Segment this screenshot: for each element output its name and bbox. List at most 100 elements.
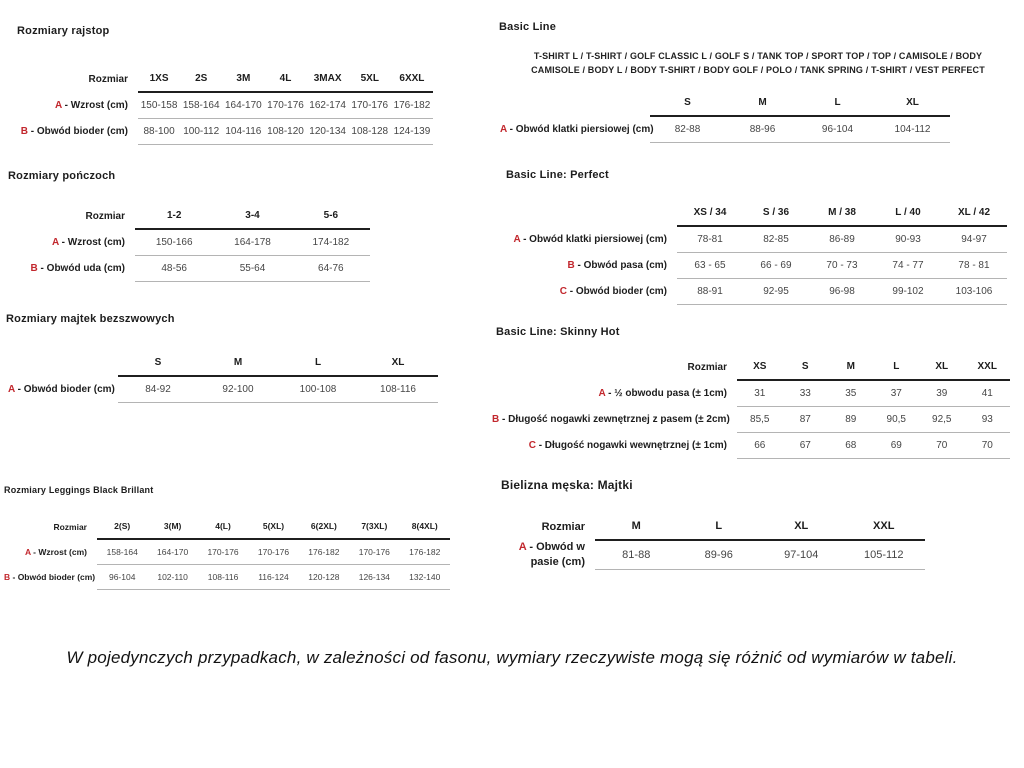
size-value: 132-140 xyxy=(399,564,450,590)
size-value: 108-120 xyxy=(264,118,307,145)
size-value: 108-128 xyxy=(348,118,391,145)
size-value: 78-81 xyxy=(677,226,743,253)
row-letter: B xyxy=(20,126,28,137)
size-value: 108-116 xyxy=(197,564,249,590)
row-label: A - Obwód klatki piersiowej (cm) xyxy=(513,233,667,245)
column-header: XS xyxy=(737,356,783,381)
size-value: 70 xyxy=(964,432,1010,459)
column-header: XL xyxy=(358,352,438,377)
column-header: XL xyxy=(760,515,843,541)
column-header: 5XL xyxy=(348,68,391,93)
table-row: C - Długość nogawki wewnętrznej (± 1cm) 6… xyxy=(492,432,1010,459)
table-corner-label: Rozmiar xyxy=(53,522,87,532)
row-letter: B xyxy=(4,572,11,582)
row-label: B - Długość nogawki zewnętrznej z pasem … xyxy=(492,414,730,425)
column-header: S xyxy=(650,92,725,117)
basic-line-products-list: T-SHIRT L / T-SHIRT / GOLF CLASSIC L / G… xyxy=(500,50,1016,77)
size-value: 164-178 xyxy=(213,229,292,256)
row-letter: B xyxy=(492,414,500,425)
size-value: 82-85 xyxy=(743,226,809,253)
size-value: 174-182 xyxy=(291,229,370,256)
row-letter: A xyxy=(55,99,62,111)
size-value: 31 xyxy=(737,380,783,407)
ponczochy-size-table: Rozmiar 1-2 3-4 5-6 A - Wzrost (cm) 150-166 16… xyxy=(10,205,370,282)
size-value: 93 xyxy=(964,406,1010,433)
size-value: 150-166 xyxy=(135,229,214,256)
size-value: 90-93 xyxy=(875,226,941,253)
row-letter: A xyxy=(513,233,521,245)
size-value: 88-96 xyxy=(725,116,800,143)
row-label: A - Wzrost (cm) xyxy=(24,546,87,557)
column-header: L / 40 xyxy=(875,202,941,227)
size-table: Rozmiar XS S M L XL XXL A - ½ obwodu pasa (± 1c… xyxy=(492,356,1010,459)
size-value: 103-106 xyxy=(941,278,1007,305)
size-value: 33 xyxy=(782,380,828,407)
size-value: 39 xyxy=(919,380,965,407)
size-value: 100-112 xyxy=(180,118,223,145)
size-value: 70 xyxy=(919,432,965,459)
row-label: A - Obwód w pasie (cm) xyxy=(518,541,585,568)
column-header: 2(S) xyxy=(97,516,148,540)
size-value: 158-164 xyxy=(180,92,223,119)
size-value: 96-104 xyxy=(800,116,875,143)
size-value: 104-116 xyxy=(222,118,265,145)
table-corner-label: Rozmiar xyxy=(541,521,585,533)
size-value: 92-95 xyxy=(743,278,809,305)
table-row: A - ½ obwodu pasa (± 1cm) 31 33 35 37 39 41 xyxy=(492,380,1010,407)
size-value: 126-134 xyxy=(349,564,400,590)
column-header: M / 38 xyxy=(809,202,875,227)
row-label: A - Wzrost (cm) xyxy=(55,99,128,111)
column-header: 7(3XL) xyxy=(349,516,400,540)
size-value: 41 xyxy=(964,380,1010,407)
table-row: A - Obwód w pasie (cm) 81-88 89-96 97-104 10… xyxy=(505,540,925,571)
size-value: 150-158 xyxy=(138,92,181,119)
section-title-majtki-bezszwowe: Rozmiary majtek bezszwowych xyxy=(6,313,175,325)
row-letter: B xyxy=(30,263,38,274)
skinny-hot-size-table: Rozmiar XS S M L XL XXL A - ½ obwodu pasa (± 1c… xyxy=(492,356,1010,459)
size-value: 86-89 xyxy=(809,226,875,253)
size-value: 48-56 xyxy=(135,255,214,282)
section-title-perfect: Basic Line: Perfect xyxy=(506,169,609,181)
row-label: B - Obwód pasa (cm) xyxy=(567,260,667,271)
size-value: 96-104 xyxy=(97,564,148,590)
size-table: S M L XL A - Obwód bioder (cm) 84-92 92-100 100… xyxy=(8,352,438,403)
size-value: 120-128 xyxy=(298,564,350,590)
size-value: 67 xyxy=(782,432,828,459)
row-label: C - Długość nogawki wewnętrznej (± 1cm) xyxy=(528,440,727,451)
section-title-basic-line: Basic Line xyxy=(499,21,557,33)
table-corner-label: Rozmiar xyxy=(687,362,727,373)
column-header: L xyxy=(800,92,875,117)
column-header: M xyxy=(828,356,874,381)
section-title-ponczochy: Rozmiary pończoch xyxy=(8,170,116,182)
row-label: A - ½ obwodu pasa (± 1cm) xyxy=(598,387,727,399)
table-row: B - Obwód uda (cm) 48-56 55-64 64-76 xyxy=(10,255,370,282)
size-value: 78 - 81 xyxy=(941,252,1007,279)
size-value: 124-139 xyxy=(390,118,433,145)
row-label: C - Obwód bioder (cm) xyxy=(559,286,667,297)
table-row: B - Długość nogawki zewnętrznej z pasem … xyxy=(492,406,1010,433)
size-value: 35 xyxy=(828,380,874,407)
size-value: 37 xyxy=(873,380,919,407)
size-value: 176-182 xyxy=(399,539,450,565)
size-value: 96-98 xyxy=(809,278,875,305)
size-value: 120-134 xyxy=(306,118,349,145)
column-header: 4(L) xyxy=(197,516,249,540)
column-header: 1-2 xyxy=(135,205,214,230)
size-value: 88-91 xyxy=(677,278,743,305)
row-label: A - Obwód bioder (cm) xyxy=(8,383,115,395)
size-value: 85,5 xyxy=(737,406,783,433)
row-letter: A xyxy=(8,383,15,395)
majtki-meskie-size-table: Rozmiar M L XL XXL A - Obwód w pasie (cm) 81-8… xyxy=(505,515,925,571)
size-value: 104-112 xyxy=(875,116,950,143)
row-letter: B xyxy=(567,260,575,271)
column-header: 5-6 xyxy=(291,205,370,230)
column-header: XL xyxy=(875,92,950,117)
size-value: 74 - 77 xyxy=(875,252,941,279)
row-letter: C xyxy=(559,286,567,297)
size-value: 88-100 xyxy=(138,118,181,145)
basic-line-size-table: S M L XL A - Obwód klatki piersiowej (cm) 82-… xyxy=(500,92,950,143)
size-value: 162-174 xyxy=(306,92,349,119)
row-label: B - Obwód bioder (cm) xyxy=(20,126,128,137)
table-corner-label: Rozmiar xyxy=(88,74,128,85)
